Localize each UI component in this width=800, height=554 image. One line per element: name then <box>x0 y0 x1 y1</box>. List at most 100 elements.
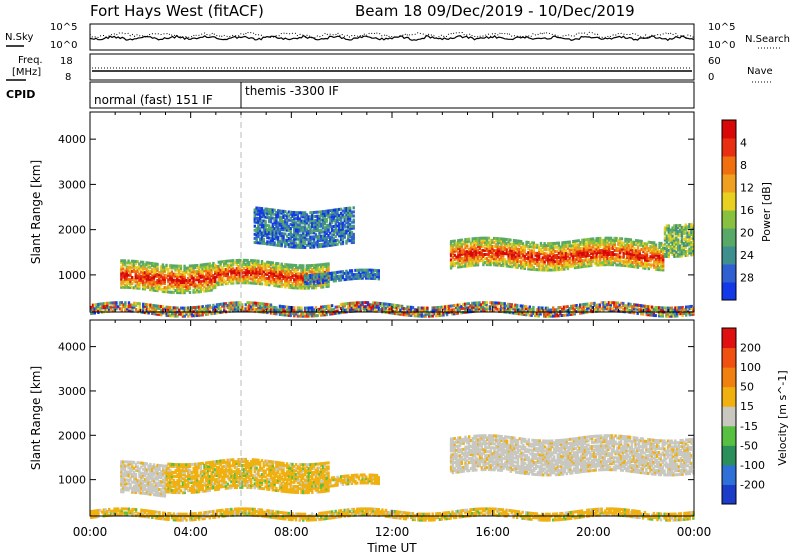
range-gate-cell <box>510 303 513 307</box>
range-gate-cell <box>473 243 476 247</box>
range-gate-cell <box>280 264 283 268</box>
range-gate-cell <box>568 240 571 244</box>
range-gate-cell <box>311 241 314 245</box>
range-gate-cell <box>586 258 589 262</box>
range-gate-cell <box>149 280 152 284</box>
range-gate-cell <box>482 263 485 267</box>
range-gate-cell <box>554 245 557 249</box>
freq-left-tick-top: 18 <box>60 56 73 67</box>
range-gate-cell <box>644 258 647 262</box>
range-gate-cell <box>145 269 148 273</box>
range-gate-cell <box>332 271 336 275</box>
range-gate-cell <box>212 309 215 313</box>
range-gate-cell <box>669 234 672 238</box>
range-gate-cell <box>680 230 684 233</box>
range-gate-cell <box>449 304 452 308</box>
range-gate-cell <box>467 239 471 243</box>
range-gate-cell <box>523 246 526 250</box>
range-gate-cell <box>475 257 478 261</box>
range-gate-cell <box>269 212 273 216</box>
range-gate-cell <box>149 278 152 281</box>
range-gate-cell <box>154 268 157 272</box>
range-gate-cell <box>104 302 107 305</box>
range-gate-cell <box>318 277 321 281</box>
range-gate-cell <box>255 261 258 265</box>
range-gate-cell <box>163 273 166 277</box>
range-gate-cell <box>512 253 516 257</box>
range-gate-cell <box>566 311 569 315</box>
range-gate-cell <box>503 304 506 308</box>
range-gate-cell <box>140 260 143 264</box>
range-gate-cell <box>291 219 294 222</box>
range-gate-cell <box>449 254 453 258</box>
range-gate-cell <box>456 305 460 309</box>
range-gate-cell <box>302 282 305 286</box>
range-gate-cell <box>154 272 157 276</box>
range-gate-cell <box>325 268 328 272</box>
range-gate-cell <box>320 210 323 214</box>
range-gate-cell <box>237 273 240 277</box>
range-gate-cell <box>350 220 354 224</box>
range-gate-cell <box>293 233 296 237</box>
range-gate-cell <box>253 277 256 281</box>
range-gate-cell <box>321 272 325 276</box>
range-gate-cell <box>197 278 201 281</box>
range-gate-cell <box>330 275 334 279</box>
range-gate-cell <box>593 239 597 243</box>
range-gate-cell <box>285 283 289 287</box>
range-gate-cell <box>124 305 127 309</box>
range-gate-cell <box>352 218 355 222</box>
range-gate-cell <box>457 265 460 269</box>
range-gate-cell <box>575 245 579 249</box>
range-gate-cell <box>120 267 123 271</box>
range-gate-cell <box>163 288 166 292</box>
range-gate-cell <box>212 266 215 269</box>
range-gate-cell <box>316 273 319 277</box>
range-gate-cell <box>692 249 695 252</box>
range-gate-cell <box>464 258 467 262</box>
range-gate-cell <box>174 282 177 286</box>
range-gate-cell <box>203 285 206 289</box>
range-gate-cell <box>464 256 467 260</box>
range-gate-cell <box>221 266 224 270</box>
range-gate-cell <box>473 255 476 259</box>
range-gate-cell <box>467 256 471 259</box>
range-gate-cell <box>223 274 226 278</box>
range-gate-cell <box>129 279 132 283</box>
range-gate-cell <box>507 258 510 262</box>
range-gate-cell <box>187 289 190 292</box>
range-gate-cell <box>445 313 449 317</box>
range-gate-cell <box>269 210 273 214</box>
range-gate-cell <box>543 256 546 260</box>
range-gate-cell <box>280 309 283 312</box>
range-gate-cell <box>124 301 127 305</box>
range-gate-cell <box>356 268 359 272</box>
range-gate-cell <box>577 261 580 265</box>
range-gate-cell <box>323 218 327 221</box>
range-gate-cell <box>294 286 298 290</box>
range-gate-cell <box>268 275 271 279</box>
range-gate-cell <box>163 277 166 281</box>
range-gate-cell <box>199 305 203 309</box>
range-gate-cell <box>307 264 310 268</box>
range-gate-cell <box>273 223 276 226</box>
range-gate-cell <box>520 250 523 254</box>
range-gate-cell <box>206 308 210 312</box>
range-gate-cell <box>237 260 240 264</box>
range-gate-cell <box>159 287 163 291</box>
range-gate-cell <box>305 217 309 221</box>
range-gate-cell <box>214 286 217 290</box>
range-gate-cell <box>415 312 418 316</box>
range-gate-cell <box>132 278 136 282</box>
range-gate-cell <box>197 286 201 290</box>
range-gate-cell <box>363 268 366 272</box>
range-gate-cell <box>343 209 346 213</box>
range-gate-cell <box>334 239 337 242</box>
range-gate-cell <box>339 274 343 278</box>
range-gate-cell <box>503 248 507 251</box>
range-gate-cell <box>541 260 544 264</box>
range-gate-cell <box>125 271 128 275</box>
range-gate-cell <box>658 260 661 264</box>
range-gate-cell <box>433 312 436 316</box>
range-gate-cell <box>268 281 271 285</box>
